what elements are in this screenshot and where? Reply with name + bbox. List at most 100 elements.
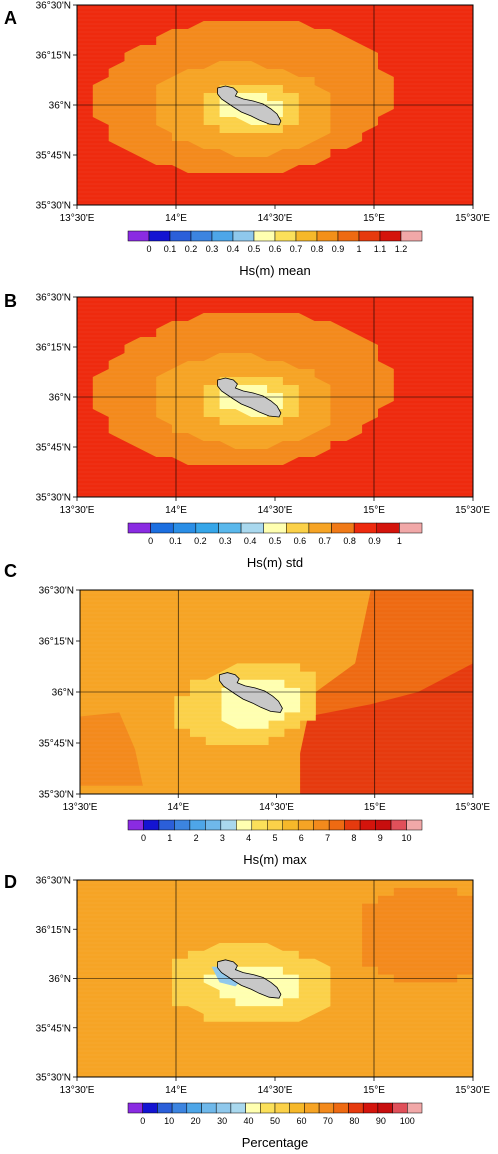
colorbar-label: 0.7 [290, 244, 303, 254]
colorbar-label: 3 [220, 833, 225, 843]
zone-west-patch [80, 712, 143, 786]
colorbar-cell [297, 819, 314, 831]
colorbar-cell [174, 819, 191, 831]
colorbar-label: 30 [217, 1116, 227, 1126]
lat-tick-36-15: 36°15'N [39, 637, 74, 648]
colorbar-cell [220, 819, 237, 831]
colorbar-label: 0.1 [164, 244, 177, 254]
lat-tick-35-45: 35°45'N [36, 1023, 71, 1034]
colorbar-cell [148, 230, 171, 242]
colorbar-cell [127, 230, 150, 242]
island-land [217, 959, 282, 999]
colorbar-label: 0.3 [206, 244, 219, 254]
lat-tick-35-30: 35°30'N [36, 1073, 71, 1084]
lon-tick-15-00: 15°E [364, 802, 386, 813]
colorbar-label: 1.1 [374, 244, 387, 254]
colorbar-cell [331, 522, 355, 534]
colorbar-cell [127, 522, 151, 534]
colorbar-cell [172, 522, 197, 534]
colorbar-label: 0.2 [185, 244, 198, 254]
colorbar-cell [295, 230, 318, 242]
colorbar: 0 1 2 3 4 5 6 7 8 9 10 [127, 819, 423, 843]
colorbar-label: 0.2 [194, 536, 207, 546]
colorbar-label: 0.9 [332, 244, 345, 254]
colorbar-title: Hs(m) max [243, 852, 307, 867]
colorbar-cell [267, 819, 283, 831]
colorbar-label: 1 [167, 833, 172, 843]
lon-tick-15-30: 15°30'E [455, 802, 490, 813]
lat-tick-36-00: 36°N [49, 974, 71, 985]
lon-tick-14-00: 14°E [167, 802, 189, 813]
colorbar-cell [190, 230, 213, 242]
colorbar-label: 0 [140, 1116, 145, 1126]
lon-tick-14-30: 14°30'E [258, 213, 293, 224]
island-land [217, 377, 282, 418]
colorbar-cell [215, 1102, 232, 1114]
lon-tick-13-30: 13°30'E [63, 802, 98, 813]
lon-tick-15-30: 15°30'E [455, 505, 490, 516]
colorbar-cell [400, 230, 423, 242]
lat-tick-36-30: 36°30'N [36, 1, 71, 12]
colorbar-cell [376, 522, 400, 534]
colorbar-label: 0 [146, 244, 151, 254]
colorbar-label: 0.9 [368, 536, 381, 546]
colorbar-cell [390, 819, 407, 831]
colorbar-cell [328, 819, 345, 831]
colorbar-label: 8 [351, 833, 356, 843]
colorbar-label: 7 [325, 833, 330, 843]
colorbar-cell [186, 1102, 202, 1114]
colorbar-label: 0.5 [269, 536, 282, 546]
colorbar-cell [260, 1102, 276, 1114]
lon-tick-15-00: 15°E [363, 1085, 385, 1096]
lat-tick-36-30: 36°30'N [36, 876, 71, 887]
colorbar-label: 60 [296, 1116, 306, 1126]
colorbar-cell [263, 522, 287, 534]
zone-north-east [362, 887, 473, 991]
panel-d: 36°30'N 36°15'N 36°N 35°45'N 35°30'N13°30'E 1… [4, 872, 490, 1150]
colorbar-label: 0 [148, 536, 153, 546]
colorbar-label: 0.7 [318, 536, 331, 546]
lat-tick-36-00: 36°N [49, 393, 71, 404]
colorbar-label: 100 [400, 1116, 415, 1126]
colorbar-label: 1 [356, 244, 361, 254]
colorbar-cell [304, 1102, 320, 1114]
colorbar-cell [205, 819, 222, 831]
colorbar-cell [375, 819, 392, 831]
island-land [217, 85, 282, 126]
colorbar-cell [313, 819, 330, 831]
lon-tick-13-30: 13°30'E [60, 213, 95, 224]
colorbar-label: 6 [299, 833, 304, 843]
lat-tick-36-30: 36°30'N [39, 586, 74, 597]
colorbar-cell [289, 1102, 305, 1114]
lon-tick-15-00: 15°E [363, 505, 385, 516]
lon-tick-14-00: 14°E [165, 213, 187, 224]
colorbar-cell [399, 522, 423, 534]
colorbar-cell [316, 230, 339, 242]
colorbar-cell [171, 1102, 188, 1114]
colorbar-cell [282, 819, 299, 831]
colorbar-label: 80 [349, 1116, 359, 1126]
panel-a: 36°30'N 36°15'N 36°N 35°45'N 35°30'N13°30'E 1… [4, 1, 490, 279]
lat-tick-36-00: 36°N [49, 101, 71, 112]
panel-label: C [4, 561, 17, 581]
colorbar-cell [157, 1102, 173, 1114]
colorbar-label: 40 [244, 1116, 254, 1126]
map-area [77, 5, 473, 205]
colorbar-cell [406, 819, 423, 831]
lon-tick-14-30: 14°30'E [258, 505, 293, 516]
colorbar-label: 0 [141, 833, 146, 843]
colorbar-cell [245, 1102, 261, 1114]
lat-tick-36-15: 36°15'N [36, 925, 71, 936]
colorbar-label: 0.8 [311, 244, 324, 254]
colorbar-label: 50 [270, 1116, 280, 1126]
lon-tick-14-30: 14°30'E [259, 802, 294, 813]
lon-tick-15-30: 15°30'E [455, 213, 490, 224]
lon-tick-13-30: 13°30'E [60, 1085, 95, 1096]
colorbar-label: 0.4 [244, 536, 257, 546]
colorbar-cell [359, 819, 376, 831]
colorbar-cell [348, 1102, 364, 1114]
colorbar-label: 0.6 [294, 536, 307, 546]
colorbar-cell [377, 1102, 393, 1114]
colorbar-label: 70 [323, 1116, 333, 1126]
